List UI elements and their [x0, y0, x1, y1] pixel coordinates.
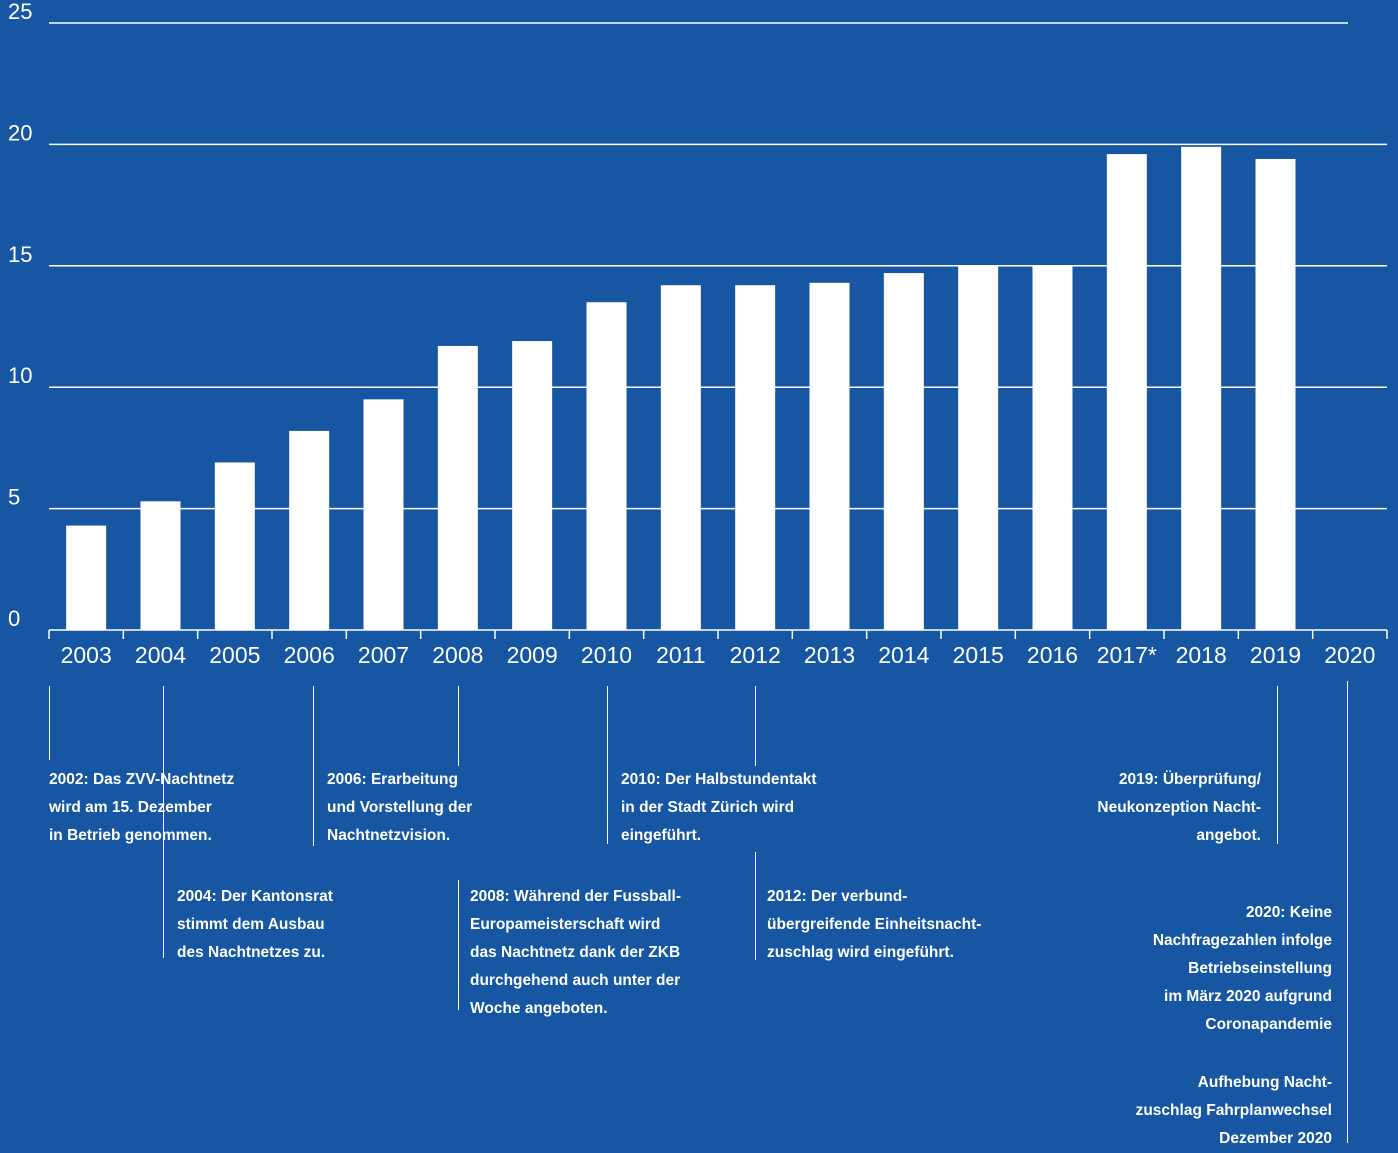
connector-line-2006 — [313, 686, 314, 846]
x-tick-label-2015: 2015 — [953, 642, 1004, 668]
gridlines — [49, 22, 1387, 510]
bar-2012 — [735, 285, 776, 630]
annotation-2020-no-data: 2020: Keine Nachfragezahlen infolge Betr… — [1152, 904, 1332, 1033]
x-tick-label-2007: 2007 — [358, 642, 409, 668]
x-tick-label-2018: 2018 — [1176, 642, 1227, 668]
bar-2018 — [1181, 146, 1222, 630]
connector-line-2008 — [458, 686, 459, 766]
x-tick-label-2010: 2010 — [581, 642, 632, 668]
y-tick-label-15: 15 — [8, 242, 32, 267]
y-tick-label-10: 10 — [8, 363, 32, 388]
annotation-2004: 2004: Der Kantonsrat stimmt dem Ausbau d… — [177, 888, 333, 961]
connector-line-2008-lower — [458, 880, 459, 1010]
bar-2019 — [1255, 158, 1296, 630]
bar-2003 — [66, 525, 107, 630]
x-tick-label-2016: 2016 — [1027, 642, 1078, 668]
x-tick-label-2014: 2014 — [878, 642, 929, 668]
y-tick-label-5: 5 — [8, 485, 20, 510]
x-tick-label-2011: 2011 — [656, 642, 705, 668]
x-tick-label-2006: 2006 — [284, 642, 335, 668]
bar-2013 — [809, 282, 850, 630]
connector-line-2012 — [755, 686, 756, 766]
y-tick-label-20: 20 — [8, 120, 32, 145]
connector-line-2010 — [607, 686, 608, 844]
annotation-2008: 2008: Während der Fussball- Europameiste… — [470, 888, 682, 1017]
connector-line-2004 — [163, 686, 164, 958]
x-tick-label-2019: 2019 — [1250, 642, 1301, 668]
bar-2004 — [140, 501, 181, 630]
x-tick-label-2012: 2012 — [730, 642, 781, 668]
annotation-2012: 2012: Der verbund- übergreifende Einheit… — [767, 888, 982, 961]
x-tick-label-2013: 2013 — [804, 642, 855, 668]
y-axis: 0 5 10 15 20 25 — [8, 0, 32, 631]
bars — [66, 146, 1296, 630]
bar-2010 — [586, 302, 627, 630]
annotation-2006: 2006: Erarbeitung und Vorstellung der Na… — [327, 771, 473, 844]
bar-2015 — [958, 265, 999, 630]
connector-line-2002 — [49, 686, 50, 760]
bar-2011 — [660, 285, 701, 630]
y-tick-label-0: 0 — [8, 606, 20, 631]
x-tick-label-2003: 2003 — [61, 642, 112, 668]
annotation-2002: 2002: Das ZVV-Nachtnetz wird am 15. Deze… — [49, 771, 235, 844]
x-axis: 2003 2004 2005 2006 2007 2008 2009 2010 2011 2012… — [48, 629, 1388, 668]
bar-2008 — [437, 345, 478, 630]
x-tick-label-2017*: 2017* — [1097, 642, 1157, 668]
annotation-2020-surcharge: Aufhebung Nacht- zuschlag Fahrplanwechse… — [1135, 1074, 1332, 1147]
x-tick-label-2020: 2020 — [1324, 642, 1375, 668]
bar-2016 — [1032, 265, 1073, 630]
x-tick-label-2004: 2004 — [135, 642, 186, 668]
bar-2007 — [363, 399, 404, 630]
bar-2006 — [289, 430, 330, 630]
x-tick-label-2009: 2009 — [507, 642, 558, 668]
connector-line-2012-lower — [755, 852, 756, 960]
bar-2009 — [512, 341, 553, 630]
annotation-2019: 2019: Überprüfung/ Neukonzeption Nacht- … — [1097, 771, 1261, 844]
annotation-2010: 2010: Der Halbstundentakt in der Stadt Z… — [621, 771, 817, 844]
bar-2014 — [883, 273, 924, 630]
y-tick-label-25: 25 — [8, 0, 32, 24]
x-tick-label-2005: 2005 — [209, 642, 260, 668]
connector-line-2019 — [1277, 686, 1278, 844]
bar-2017* — [1106, 154, 1147, 630]
x-tick-label-2008: 2008 — [432, 642, 483, 668]
connector-line-2020 — [1347, 681, 1348, 1143]
bar-2005 — [214, 462, 255, 630]
